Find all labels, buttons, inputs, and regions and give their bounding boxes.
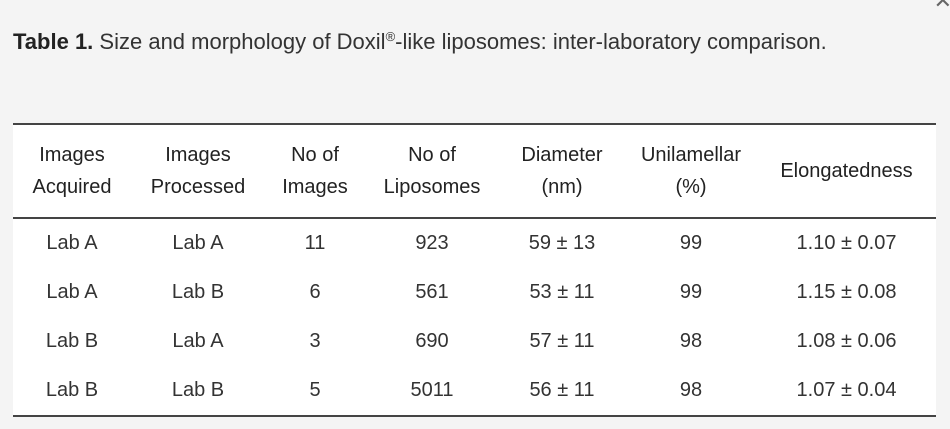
column-header: No of Images — [265, 124, 365, 218]
table-cell: 99 — [679, 232, 703, 254]
table-cell: 98 — [679, 379, 703, 401]
column-header-line: Acquired — [32, 176, 112, 198]
column-header-line: (nm) — [541, 176, 583, 198]
column-header-line: Images — [39, 144, 105, 166]
caption-text: Size and morphology of Doxil — [99, 29, 386, 54]
table-cell: Lab A — [46, 232, 98, 254]
header-row: Images Acquired Images Processed No of Images… — [13, 124, 936, 218]
table-cell: 1.08 ± 0.06 — [796, 330, 897, 352]
column-header-line: Images — [282, 176, 348, 198]
table-cell: 53 ± 11 — [529, 281, 595, 303]
table-cell: 1.10 ± 0.07 — [796, 232, 897, 254]
table-cell: 5 — [309, 379, 321, 401]
column-header-line: Images — [165, 144, 231, 166]
caption-text-rest: -like liposomes: inter-laboratory compar… — [395, 29, 827, 54]
table-cell: Lab B — [45, 330, 99, 352]
table-cell: 5011 — [410, 379, 454, 401]
table-cell: 59 ± 13 — [528, 232, 596, 254]
table-cell: 6 — [309, 281, 321, 303]
table-cell: 11 — [304, 232, 326, 254]
table-cell: Lab A — [172, 330, 224, 352]
close-icon[interactable]: ✕ — [933, 0, 950, 13]
table-cell: 923 — [415, 232, 449, 254]
column-header: No of Liposomes — [365, 124, 499, 218]
table-caption: Table 1. Size and morphology of Doxil®-l… — [13, 18, 936, 61]
table-cell: Lab A — [172, 232, 224, 254]
data-table-container: Images Acquired Images Processed No of Images… — [13, 123, 936, 417]
table-cell: 57 ± 11 — [529, 330, 595, 352]
table-cell: 3 — [309, 330, 321, 352]
data-table: Images Acquired Images Processed No of Images… — [13, 123, 936, 417]
table-cell: 1.15 ± 0.08 — [796, 281, 897, 303]
registered-mark: ® — [385, 29, 396, 44]
table-cell: Lab B — [171, 281, 225, 303]
table-cell: 561 — [415, 281, 449, 303]
table-row: Lab B Lab B 5 5011 56 ± 11 98 1.07 ± 0.04 — [13, 366, 936, 416]
column-header: Elongatedness — [757, 124, 936, 218]
column-header: Unilamellar (%) — [625, 124, 757, 218]
column-header-line: Elongatedness — [780, 160, 913, 182]
table-cell: Lab B — [45, 379, 99, 401]
column-header: Images Acquired — [13, 124, 131, 218]
table-row: Lab B Lab A 3 690 57 ± 11 98 1.08 ± 0.06 — [13, 317, 936, 366]
table-cell: 99 — [679, 281, 703, 303]
column-header-line: Unilamellar — [640, 144, 742, 166]
table-cell: Lab B — [171, 379, 225, 401]
column-header: Diameter (nm) — [499, 124, 625, 218]
column-header-line: Liposomes — [383, 176, 481, 198]
table-cell: Lab A — [46, 281, 98, 303]
column-header-line: (%) — [675, 176, 707, 198]
table-row: Lab A Lab B 6 561 53 ± 11 99 1.15 ± 0.08 — [13, 268, 936, 317]
table-cell: 690 — [415, 330, 449, 352]
table-cell: 56 ± 11 — [529, 379, 595, 401]
column-header-line: No of — [291, 144, 339, 166]
table-cell: 98 — [679, 330, 703, 352]
column-header: Images Processed — [131, 124, 265, 218]
table-cell: 1.07 ± 0.04 — [796, 379, 897, 401]
column-header-line: No of — [408, 144, 456, 166]
column-header-line: Diameter — [521, 144, 603, 166]
caption-label: Table 1. — [13, 29, 94, 54]
column-header-line: Processed — [150, 176, 246, 198]
table-row: Lab A Lab A 11 923 59 ± 13 99 1.10 ± 0.07 — [13, 218, 936, 268]
